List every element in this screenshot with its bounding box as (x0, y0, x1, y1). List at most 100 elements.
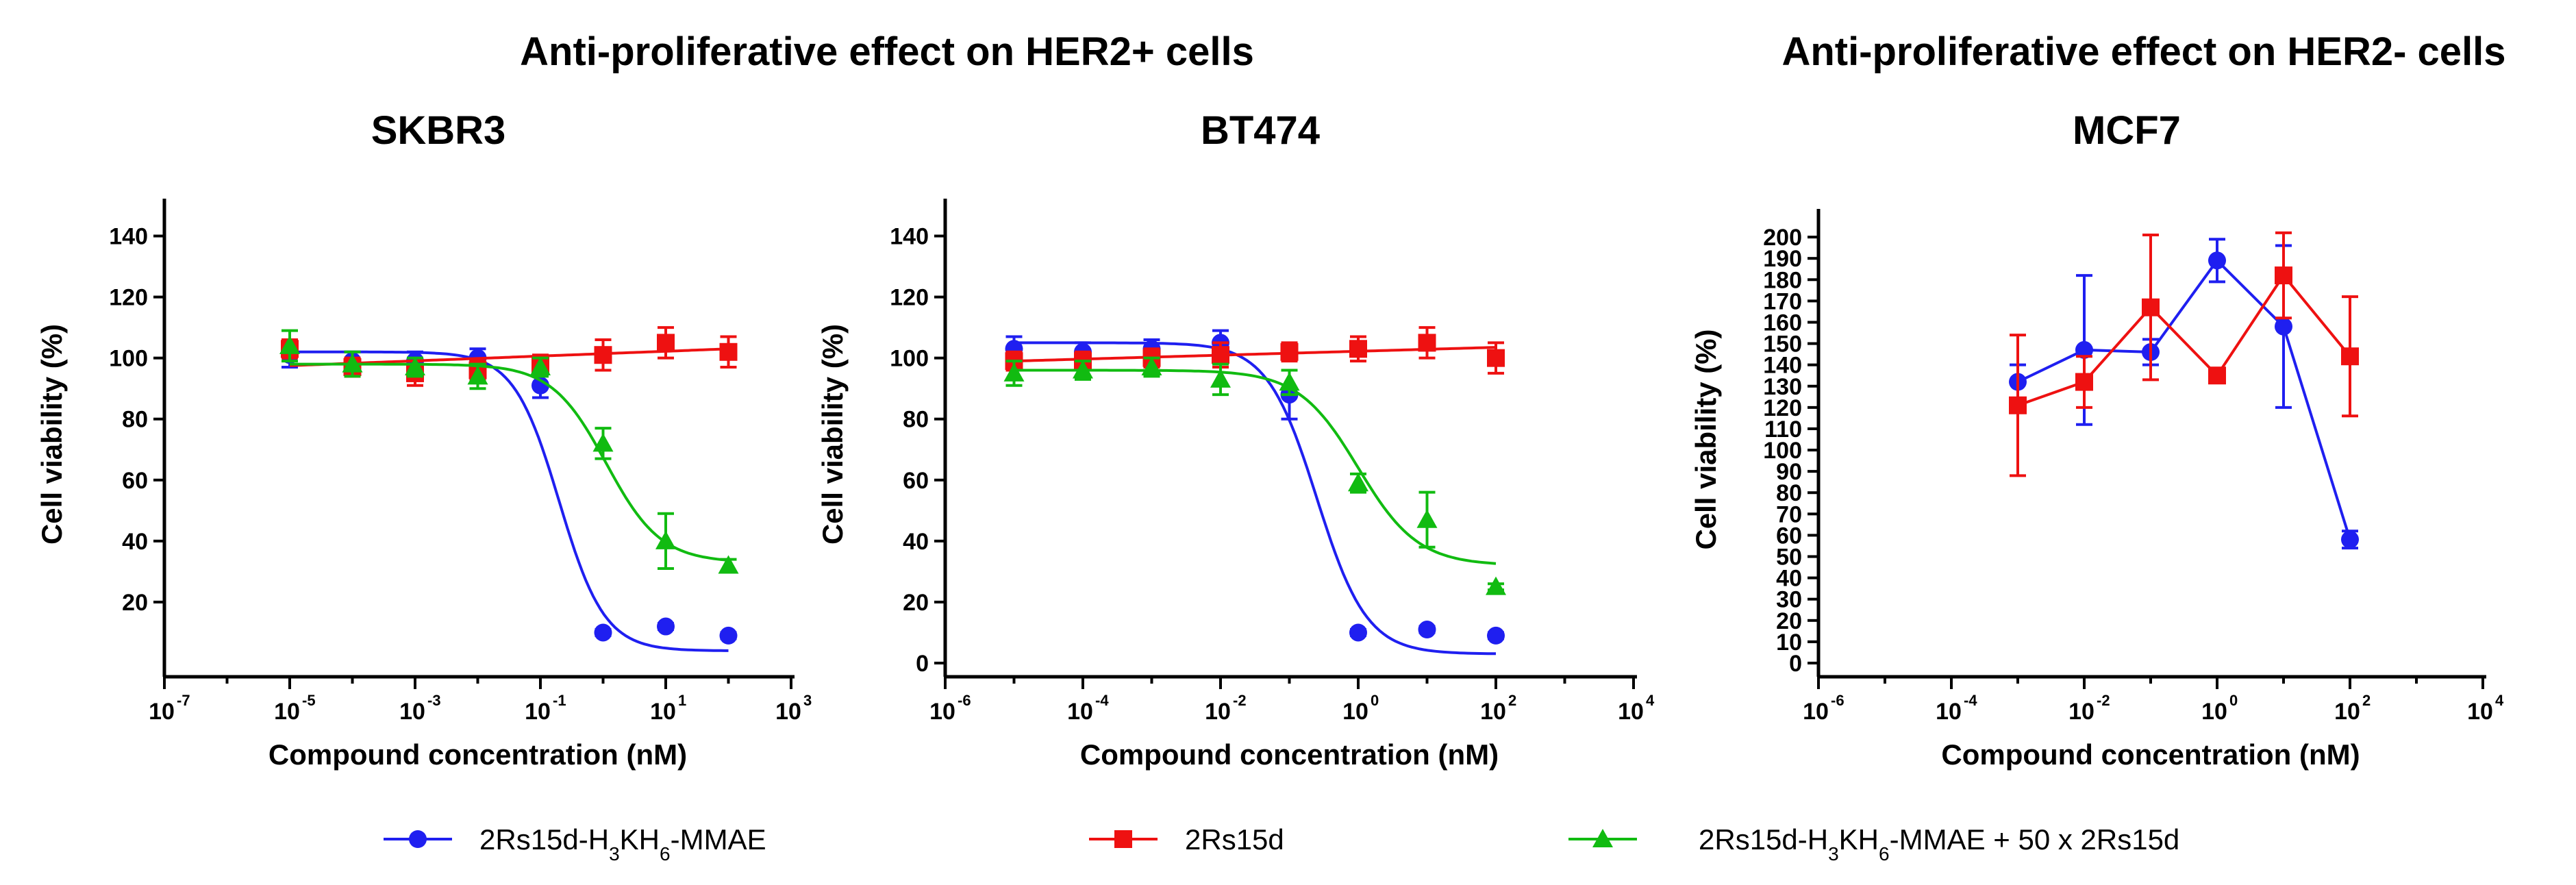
data-point (279, 335, 300, 354)
x-axis-label: Compound concentration (nM) (1080, 738, 1499, 771)
y-tick-label: 30 (1776, 587, 1802, 613)
legend-marker (1114, 830, 1132, 848)
x-tick-exponent: -4 (1964, 692, 1977, 709)
y-tick-label: 100 (109, 346, 148, 372)
x-tick-exponent: 4 (2495, 692, 2504, 709)
x-tick-label: 10 (2201, 699, 2227, 725)
y-tick-label: 90 (1776, 459, 1802, 485)
x-tick-exponent: 4 (1646, 692, 1655, 709)
x-tick-exponent: -2 (2097, 692, 2110, 709)
x-tick-exponent: -5 (302, 692, 316, 709)
data-point (1486, 576, 1506, 595)
x-tick-label: 10 (2334, 699, 2360, 725)
x-tick-label: 10 (1936, 699, 1962, 725)
y-tick-label: 180 (1763, 267, 1802, 293)
x-tick-label: 10 (274, 699, 300, 725)
data-point (2275, 266, 2292, 285)
x-tick-exponent: 2 (1508, 692, 1516, 709)
data-point (718, 555, 739, 574)
y-tick-label: 70 (1776, 501, 1802, 527)
y-tick-label: 10 (1776, 630, 1802, 656)
series-line (2017, 258, 2351, 540)
data-point (2075, 340, 2093, 359)
y-tick-label: 120 (890, 285, 929, 311)
data-point (2142, 298, 2160, 316)
x-tick-exponent: -6 (958, 692, 971, 709)
fit-curve (290, 350, 729, 652)
y-tick-label: 140 (890, 224, 929, 250)
series (2009, 238, 2359, 550)
y-tick-label: 100 (1763, 438, 1802, 464)
data-point (1348, 473, 1368, 492)
fit-curve (1014, 341, 1497, 656)
data-point (1487, 349, 1505, 367)
legend-item: 2Rs15d (1089, 823, 1284, 856)
y-tick-label: 40 (122, 529, 148, 555)
y-tick-label: 40 (1776, 566, 1802, 592)
x-tick-label: 10 (1067, 699, 1093, 725)
series (1003, 356, 1506, 595)
y-tick-label: 20 (1776, 608, 1802, 634)
data-point (2208, 366, 2226, 385)
x-tick-label: 10 (2068, 699, 2094, 725)
legend-label: 2Rs15d (1185, 823, 1284, 856)
data-point (2341, 347, 2359, 366)
y-tick-label: 120 (1763, 395, 1802, 421)
y-tick-label: 130 (1763, 374, 1802, 400)
x-tick-label: 10 (1803, 699, 1829, 725)
x-tick-label: 10 (1480, 699, 1506, 725)
y-tick-label: 80 (122, 407, 148, 433)
data-point (2075, 373, 2093, 391)
header-her2-negative: Anti-proliferative effect on HER2- cells (1781, 29, 2505, 74)
data-point (594, 623, 612, 642)
series (1005, 326, 1505, 375)
data-point (592, 433, 614, 452)
data-point (1141, 357, 1162, 376)
y-axis-label: Cell viability (%) (36, 324, 68, 545)
series-line (2017, 273, 2351, 407)
data-point (2341, 530, 2359, 549)
data-point (1349, 623, 1367, 642)
data-point (1418, 334, 1436, 352)
legend-label: 2Rs15d-H3KH6-MMAE (479, 823, 766, 864)
data-point (467, 366, 488, 385)
y-tick-label: 120 (109, 285, 148, 311)
x-tick-label: 10 (2467, 699, 2493, 725)
y-axis-label: Cell viability (%) (1690, 329, 1722, 549)
data-point (405, 357, 425, 376)
x-tick-label: 10 (399, 699, 425, 725)
x-tick-label: 10 (650, 699, 676, 725)
data-point (719, 342, 738, 361)
legend: 2Rs15d-H3KH6-MMAE 2Rs15d 2Rs15d-H3KH6-MMAE… (384, 823, 2179, 864)
legend-item: 2Rs15d-H3KH6-MMAE + 50 x 2Rs15d (1568, 823, 2179, 864)
data-point (655, 530, 676, 549)
fit-curve (1014, 369, 1497, 565)
data-point (2208, 251, 2226, 270)
data-point (530, 357, 551, 376)
header-her2-positive: Anti-proliferative effect on HER2+ cells (520, 29, 1254, 74)
data-point (1073, 360, 1093, 379)
fit-curve (1014, 346, 1497, 363)
y-axis-label: Cell viability (%) (816, 324, 849, 545)
data-point (657, 334, 675, 352)
data-point (2009, 396, 2027, 414)
y-tick-label: 150 (1763, 332, 1802, 358)
data-point (594, 346, 612, 364)
y-tick-label: 170 (1763, 288, 1802, 314)
x-tick-exponent: -6 (1831, 692, 1845, 709)
series (281, 341, 738, 652)
data-point (1210, 369, 1231, 388)
data-point (532, 376, 549, 395)
fit-curve (290, 362, 729, 562)
data-point (1212, 346, 1229, 364)
y-tick-label: 100 (890, 346, 929, 372)
x-tick-exponent: 3 (803, 692, 812, 709)
legend-label: 2Rs15d-H3KH6-MMAE + 50 x 2Rs15d (1699, 823, 2179, 864)
x-tick-label: 10 (775, 699, 801, 725)
y-tick-label: 0 (916, 651, 929, 677)
chart-title: SKBR3 (371, 108, 506, 153)
data-point (1487, 626, 1505, 645)
